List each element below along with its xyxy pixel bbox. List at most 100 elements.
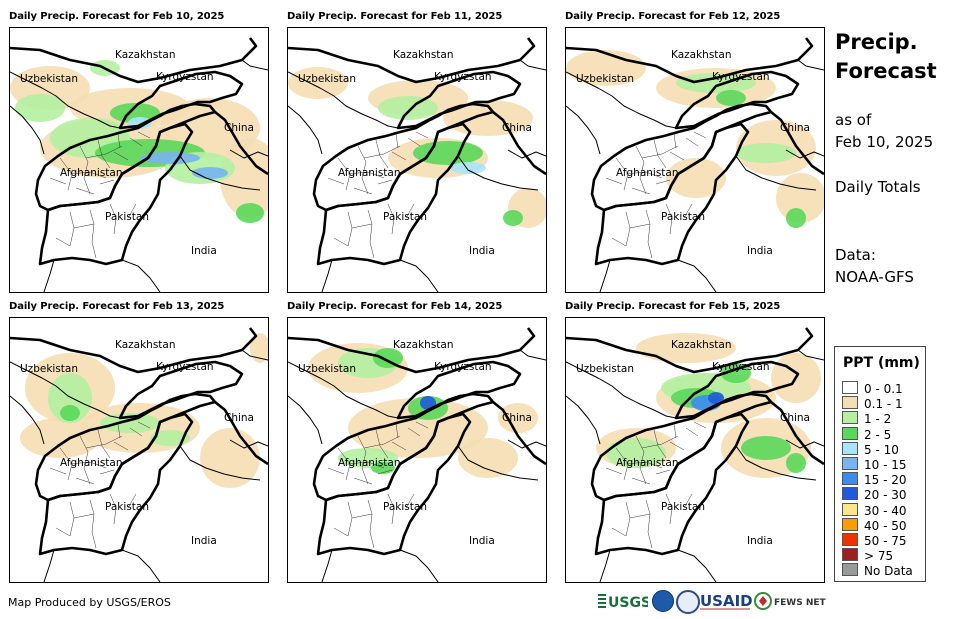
fewsnet-logo-text: FEWS NET — [774, 598, 826, 608]
map-label-kazakhstan: Kazakhstan — [115, 339, 176, 351]
map-label-pakistan: Pakistan — [661, 211, 705, 223]
precip-cell — [192, 167, 228, 179]
map-label-india: India — [191, 245, 217, 257]
precip-cell — [220, 138, 268, 218]
forecast-title: Precip. Forecast — [835, 28, 937, 86]
forecast-panel-feb-10: Daily Precip. Forecast for Feb 10, 2025 … — [9, 11, 289, 301]
precip-cell — [636, 333, 736, 363]
legend-label: 50 - 75 — [864, 534, 907, 548]
map-label-uzbekistan: Uzbekistan — [576, 73, 634, 85]
map-label-india: India — [469, 245, 495, 257]
legend-swatch — [842, 563, 858, 577]
legend-label: 40 - 50 — [864, 518, 907, 533]
usgs-logo: USGS — [596, 590, 651, 612]
usaid-logo-icon: USAID — [700, 592, 753, 610]
legend-item: 0.1 - 1 — [842, 396, 903, 411]
precip-cell — [373, 348, 403, 368]
legend-item: 50 - 75 — [842, 533, 907, 548]
map-canvas: Kazakhstan Uzbekistan Kyrgyzstan China Afgha… — [10, 36, 268, 292]
precip-cell — [15, 94, 65, 122]
precip-cell — [413, 141, 483, 165]
legend-swatch — [842, 548, 858, 562]
map-label-uzbekistan: Uzbekistan — [298, 73, 356, 85]
fewsnet-logo-icon: FEWS NET — [754, 592, 827, 610]
precip-cell — [503, 210, 523, 226]
as-of-date: as of Feb 10, 2025 — [835, 109, 933, 153]
map-label-kazakhstan: Kazakhstan — [115, 49, 176, 61]
fewsnet-logo: FEWS NET — [754, 590, 827, 612]
legend-swatch — [842, 502, 858, 516]
legend-swatch — [842, 441, 858, 455]
precip-cell — [60, 405, 80, 421]
panel-title: Daily Precip. Forecast for Feb 13, 2025 — [9, 301, 225, 312]
map-label-uzbekistan: Uzbekistan — [576, 363, 634, 375]
map-label-uzbekistan: Uzbekistan — [20, 73, 78, 85]
map-label-kyrgyzstan: Kyrgyzstan — [434, 361, 492, 373]
legend-swatch — [842, 426, 858, 440]
legend-swatch — [842, 517, 858, 531]
forecast-panel-feb-14: Daily Precip. Forecast for Feb 14, 2025 … — [287, 301, 567, 591]
precip-cell — [450, 162, 486, 174]
map-label-india: India — [747, 245, 773, 257]
forecast-panel-feb-15: Daily Precip. Forecast for Feb 15, 2025 … — [565, 301, 845, 591]
legend-label: > 75 — [864, 549, 894, 564]
map-label-pakistan: Pakistan — [661, 501, 705, 513]
map-label-china: China — [224, 412, 254, 424]
legend-item: No Data — [842, 563, 913, 579]
legend-item: 40 - 50 — [842, 517, 907, 533]
legend-item: > 75 — [842, 548, 894, 564]
legend-item: 0 - 0.1 — [842, 381, 903, 396]
forecast-title-line2: Forecast — [835, 59, 937, 83]
usgs-logo-icon: USGS — [598, 594, 651, 611]
as-of-value: Feb 10, 2025 — [835, 133, 934, 151]
map-label-kazakhstan: Kazakhstan — [671, 49, 732, 61]
legend-title: PPT (mm) — [843, 355, 920, 371]
legend-item: 1 - 2 — [842, 411, 891, 426]
legend-label: 0 - 0.1 — [864, 382, 903, 396]
forecast-panel-feb-13: Daily Precip. Forecast for Feb 13, 2025 … — [9, 301, 289, 591]
panel-title: Daily Precip. Forecast for Feb 15, 2025 — [565, 301, 781, 312]
panel-title: Daily Precip. Forecast for Feb 10, 2025 — [9, 11, 225, 22]
precip-cell — [110, 103, 160, 123]
legend-item: 30 - 40 — [842, 502, 907, 518]
precip-cell — [741, 436, 791, 460]
panel-title: Daily Precip. Forecast for Feb 12, 2025 — [565, 11, 781, 22]
usaid-logo: USAID — [700, 590, 754, 612]
legend-label: 15 - 20 — [864, 473, 907, 488]
legend-label: 30 - 40 — [864, 503, 907, 518]
map-canvas: Kazakhstan Uzbekistan Kyrgyzstan China Afgha… — [566, 36, 824, 292]
legend-item: 10 - 15 — [842, 457, 907, 472]
precip-cell — [786, 453, 806, 473]
precip-field — [20, 333, 268, 488]
precip-cell — [666, 158, 726, 198]
precip-cell — [100, 413, 160, 433]
legend-item: 20 - 30 — [842, 487, 907, 502]
precip-map: Kazakhstan Uzbekistan Kyrgyzstan China Afgha… — [9, 317, 269, 583]
data-source-value: NOAA-GFS — [835, 268, 914, 286]
map-label-kazakhstan: Kazakhstan — [393, 49, 454, 61]
forecast-title-line1: Precip. — [835, 30, 918, 54]
map-label-kyrgyzstan: Kyrgyzstan — [712, 71, 770, 83]
precip-cell — [48, 373, 92, 423]
map-canvas: Kazakhstan Uzbekistan Kyrgyzstan China Afgha… — [288, 326, 546, 582]
legend-swatch — [842, 472, 858, 486]
precip-field — [288, 67, 546, 228]
map-label-kazakhstan: Kazakhstan — [393, 339, 454, 351]
doc-seal-icon — [676, 590, 700, 614]
map-label-pakistan: Pakistan — [383, 501, 427, 513]
daily-totals-label: Daily Totals — [835, 178, 921, 196]
map-label-kyrgyzstan: Kyrgyzstan — [156, 361, 214, 373]
legend-label: No Data — [864, 564, 913, 579]
map-label-afghanistan: Afghanistan — [616, 457, 679, 469]
legend-item: 2 - 5 — [842, 426, 891, 442]
map-label-afghanistan: Afghanistan — [338, 457, 401, 469]
precip-map: Kazakhstan Uzbekistan Kyrgyzstan China Afgha… — [565, 317, 825, 583]
precip-cell — [606, 438, 666, 468]
map-canvas: Kazakhstan Uzbekistan Kyrgyzstan China Afgha… — [566, 326, 824, 582]
precip-map: Kazakhstan Uzbekistan Kyrgyzstan China Afgha… — [9, 27, 269, 293]
map-label-india: India — [191, 535, 217, 547]
map-label-china: China — [502, 122, 532, 134]
legend-swatch — [842, 381, 858, 394]
map-label-kyrgyzstan: Kyrgyzstan — [434, 71, 492, 83]
usgs-logo-text: USGS — [608, 595, 648, 611]
